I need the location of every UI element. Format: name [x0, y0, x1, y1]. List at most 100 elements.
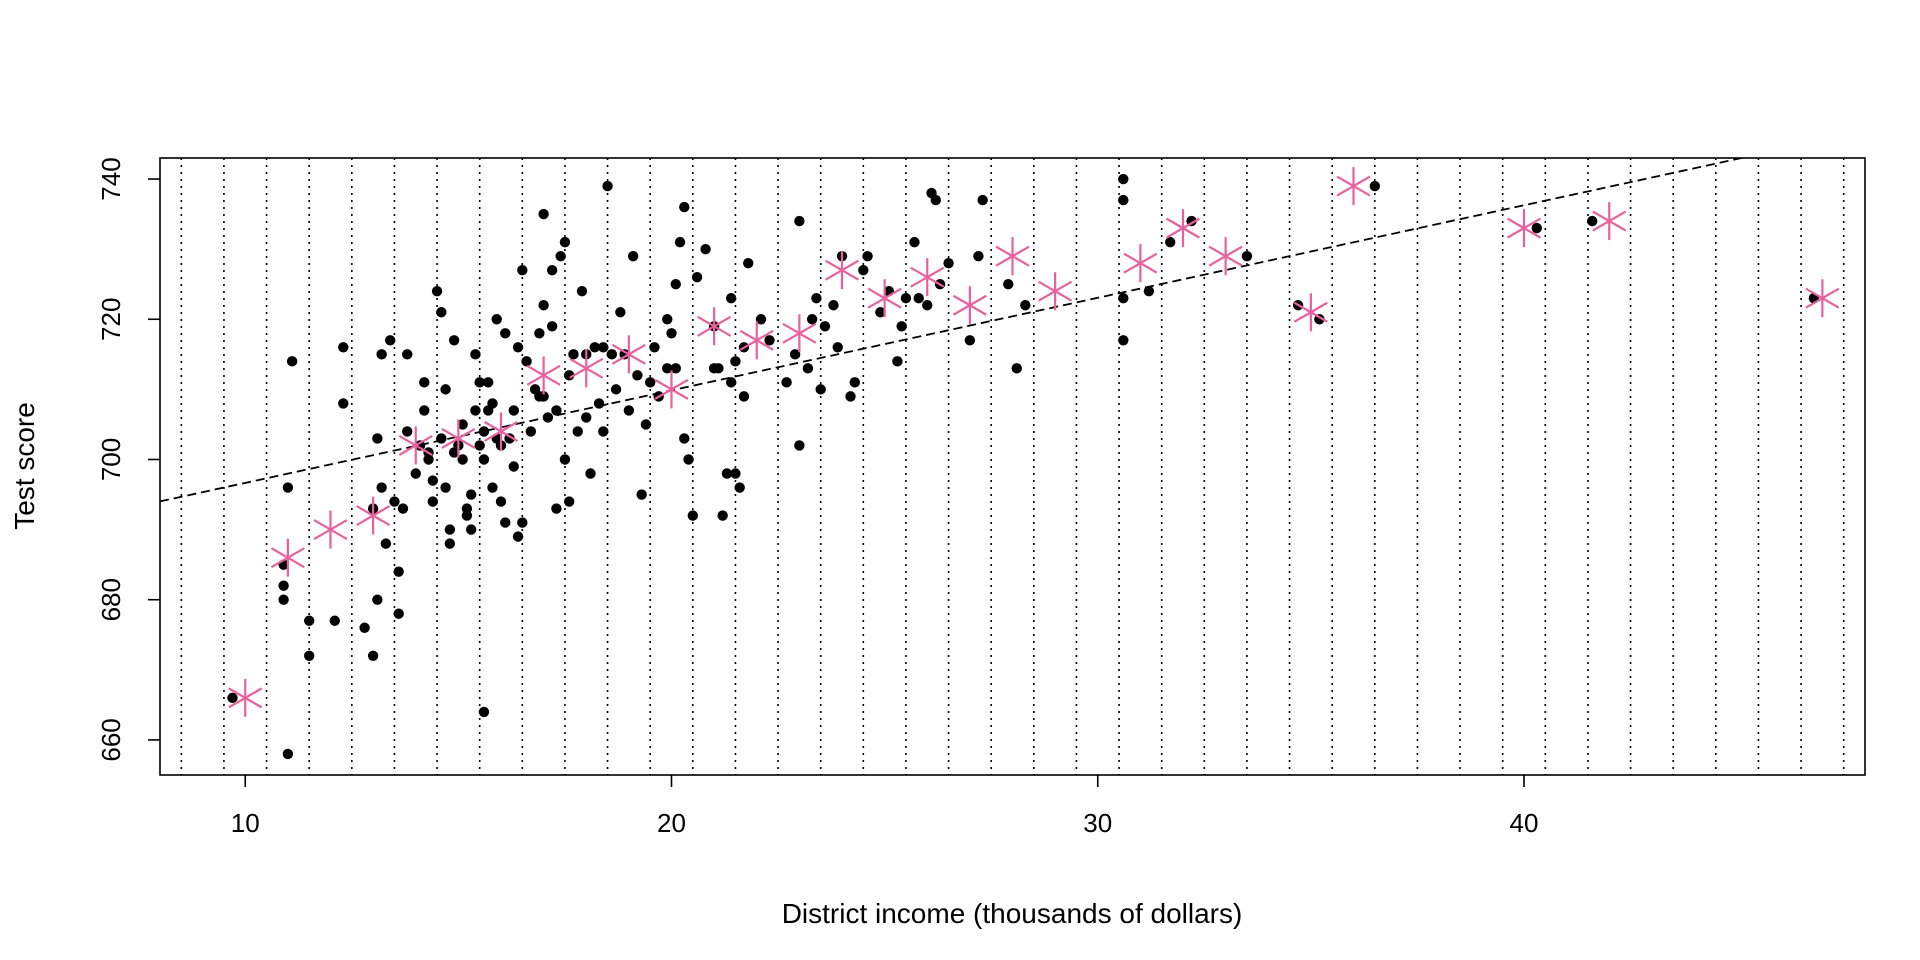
data-point [862, 250, 873, 262]
bin-mean-marker [1506, 209, 1542, 248]
data-point [483, 377, 494, 388]
data-point [649, 342, 660, 353]
bin-mean-marker [782, 314, 817, 353]
data-point [606, 349, 618, 360]
data-point [367, 650, 379, 662]
data-point [517, 517, 528, 528]
data-point [670, 363, 681, 374]
data-point [338, 398, 349, 409]
data-point [644, 377, 656, 388]
data-point [674, 236, 686, 248]
bin-mean-marker [867, 279, 902, 318]
data-point [789, 349, 801, 360]
data-point [427, 475, 438, 486]
data-point [730, 468, 741, 479]
data-point [1011, 363, 1022, 374]
data-point [393, 608, 404, 619]
data-point [538, 391, 549, 402]
data-point [500, 517, 511, 528]
data-point [819, 321, 831, 332]
data-point [470, 349, 481, 360]
data-point [691, 271, 703, 283]
data-point [474, 440, 485, 451]
data-point [922, 300, 933, 311]
data-point [1165, 236, 1176, 248]
data-point [487, 398, 498, 409]
data-point [402, 426, 413, 437]
data-point [832, 342, 843, 353]
data-point [700, 243, 711, 255]
data-point [546, 264, 558, 276]
bin-mean-marker [739, 321, 774, 360]
data-point [303, 650, 315, 662]
data-point [568, 349, 579, 360]
data-point [303, 615, 315, 626]
data-point [909, 236, 920, 248]
data-point [478, 454, 490, 465]
bin-mean-marker [526, 356, 561, 395]
data-point [393, 566, 404, 577]
bin-mean-marker [697, 307, 732, 346]
data-point [380, 538, 392, 549]
data-point [593, 398, 605, 409]
data-point [670, 279, 681, 290]
data-point [1020, 300, 1031, 311]
data-point [410, 468, 421, 479]
bin-mean-marker [1038, 272, 1073, 311]
data-point [372, 433, 383, 444]
data-point [815, 384, 826, 395]
data-point [461, 510, 473, 521]
data-point [525, 426, 537, 437]
data-point [555, 250, 566, 262]
data-point [610, 384, 622, 395]
regression-line-layer [160, 158, 1746, 503]
data-point [598, 342, 609, 353]
data-point [1003, 279, 1014, 290]
x-axis: 10 20 30 40 [231, 775, 1539, 838]
data-point [1369, 180, 1381, 192]
data-point [943, 257, 954, 269]
bin-mean-marker [824, 251, 860, 290]
data-point [444, 524, 456, 535]
data-point [436, 433, 447, 444]
x-tick-label: 20 [657, 808, 686, 838]
bin-mean-marker [910, 258, 945, 297]
data-point [495, 496, 507, 507]
data-point [359, 622, 370, 633]
bin-mean-marker [483, 412, 519, 451]
data-point [508, 461, 519, 472]
bin-mean-marker [1208, 237, 1243, 276]
data-point [278, 580, 289, 591]
x-axis-title: District income (thousands of dollars) [782, 898, 1243, 929]
data-point [964, 335, 976, 346]
data-point [806, 314, 818, 325]
data-point [828, 300, 839, 311]
data-point [384, 335, 396, 346]
bin-mean-marker [441, 419, 476, 458]
data-point [802, 363, 814, 374]
x-tick-label: 30 [1083, 808, 1112, 838]
data-point [478, 706, 490, 718]
data-point [551, 503, 562, 514]
data-point [470, 405, 481, 416]
bin-mean-marker [952, 286, 987, 325]
data-point [636, 489, 647, 500]
data-point [1118, 293, 1129, 304]
data-point [725, 293, 737, 304]
data-point [512, 342, 524, 353]
bin-mean-marker [398, 426, 433, 465]
data-point [376, 349, 387, 360]
y-tick-label: 700 [96, 438, 126, 481]
x-tick-label: 40 [1510, 808, 1539, 838]
data-point [1531, 222, 1542, 234]
data-point [465, 489, 477, 500]
data-point [738, 391, 750, 402]
data-point [1143, 286, 1155, 297]
y-tick-label: 660 [96, 718, 126, 761]
regression-line [160, 158, 1746, 503]
bin-mean-marker [569, 349, 604, 388]
data-point [973, 250, 984, 262]
y-axis-title: Test score [9, 402, 40, 530]
data-point [1118, 335, 1129, 346]
y-axis: 660 680 700 720 740 [96, 157, 160, 762]
